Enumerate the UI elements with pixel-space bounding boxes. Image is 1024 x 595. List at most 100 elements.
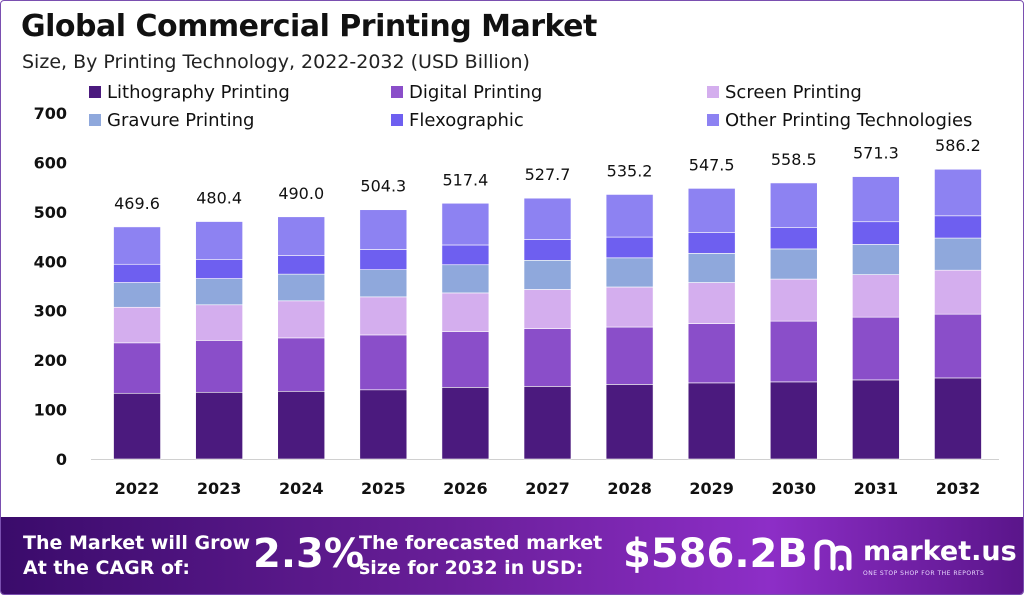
y-tick-label: 700 (34, 104, 67, 123)
legend-swatch-3 (89, 114, 101, 126)
bar-segment-2024-1 (277, 337, 326, 392)
bar-segment-2024-3 (277, 273, 326, 302)
bar-total-label: 504.3 (360, 177, 406, 196)
legend-label-0: Lithography Printing (107, 82, 290, 103)
bar-segment-2023-1 (195, 340, 243, 393)
bar-segment-2023-3 (195, 278, 243, 306)
bar-segment-2030-3 (769, 248, 818, 280)
legend-label-2: Screen Printing (725, 82, 862, 103)
forecast-caption: The forecasted market size for 2032 in U… (359, 531, 602, 581)
bar-segment-2032-2 (934, 269, 982, 315)
bar-segment-2023-2 (195, 304, 243, 341)
x-tick-label: 2029 (689, 479, 734, 498)
bar-segment-2029-1 (687, 323, 736, 384)
bar-segment-2032-4 (934, 215, 982, 239)
bar-segment-2031-3 (852, 244, 900, 275)
y-tick-label: 400 (34, 252, 67, 271)
bar-segment-2023-5 (195, 221, 243, 260)
bar-segment-2024-4 (277, 255, 326, 275)
cagr-value: 2.3% (253, 531, 364, 577)
x-tick-label: 2031 (854, 479, 899, 498)
bar-segment-2026-2 (441, 292, 490, 332)
cagr-caption-line2: At the CAGR of: (23, 557, 190, 579)
forecast-caption-line2: size for 2032 in USD: (359, 557, 584, 579)
bar-segment-2028-5 (605, 194, 654, 238)
bar-total-label: 558.5 (771, 150, 817, 169)
brand-logo[interactable]: market.us ONE STOP SHOP FOR THE REPORTS (813, 534, 1017, 580)
legend-swatch-5 (707, 114, 719, 126)
y-tick-label: 300 (34, 302, 67, 321)
y-tick-label: 200 (34, 351, 67, 370)
bar-segment-2024-2 (277, 300, 326, 339)
x-tick-label: 2028 (607, 479, 652, 498)
bar-segment-2027-0 (523, 386, 572, 460)
bar-segment-2025-1 (359, 334, 408, 391)
bar-segment-2031-4 (852, 221, 900, 245)
bar-segment-2028-0 (605, 384, 654, 460)
bar-segment-2028-1 (605, 326, 654, 385)
x-tick-label: 2027 (525, 479, 570, 498)
bar-total-label: 571.3 (853, 144, 899, 163)
bar-segment-2022-2 (113, 306, 161, 344)
legend-label-3: Gravure Printing (107, 110, 254, 131)
summary-banner: The Market will Grow At the CAGR of: 2.3… (1, 517, 1023, 594)
bar-segment-2026-0 (441, 387, 490, 460)
bar-segment-2032-1 (934, 313, 982, 379)
x-tick-label: 2024 (279, 479, 324, 498)
bar-segment-2026-5 (441, 202, 490, 246)
bar-segment-2027-3 (523, 259, 572, 290)
legend-swatch-1 (391, 86, 403, 98)
cagr-caption: The Market will Grow At the CAGR of: (23, 531, 250, 581)
bar-total-label: 490.0 (278, 184, 324, 203)
forecast-value: $586.2B (623, 531, 808, 577)
bar-segment-2022-0 (113, 392, 161, 460)
bar-segment-2031-0 (852, 379, 900, 460)
legend-swatch-4 (391, 114, 403, 126)
bar-segment-2027-1 (523, 328, 572, 387)
bar-segment-2025-5 (359, 209, 408, 250)
bar-segment-2028-3 (605, 257, 654, 288)
bar-segment-2022-4 (113, 263, 161, 283)
x-tick-label: 2032 (936, 479, 981, 498)
bar-segment-2030-0 (769, 381, 818, 460)
bar-segment-2025-2 (359, 296, 408, 336)
bar-total-label: 547.5 (689, 155, 735, 174)
bar-total-label: 480.4 (196, 189, 242, 208)
y-tick-label: 100 (34, 401, 67, 420)
x-tick-label: 2022 (115, 479, 160, 498)
bar-segment-2027-5 (523, 197, 572, 240)
market-us-logo-icon (814, 539, 852, 571)
x-tick-label: 2026 (443, 479, 488, 498)
bar-total-label: 535.2 (607, 161, 653, 180)
y-tick-label: 600 (34, 153, 67, 172)
forecast-caption-line1: The forecasted market (359, 532, 603, 554)
bar-segment-2025-3 (359, 269, 408, 298)
bar-segment-2028-4 (605, 236, 654, 259)
x-tick-label: 2025 (361, 479, 406, 498)
bar-total-label: 586.2 (935, 136, 981, 155)
bar-total-label: 527.7 (525, 165, 571, 184)
bar-segment-2030-1 (769, 320, 818, 383)
bar-segment-2026-4 (441, 244, 490, 266)
legend-label-5: Other Printing Technologies (725, 110, 972, 131)
bar-segment-2032-5 (934, 168, 982, 217)
x-tick-label: 2030 (772, 479, 817, 498)
y-tick-label: 0 (56, 450, 67, 469)
bar-total-label: 469.6 (114, 194, 160, 213)
bar-segment-2022-3 (113, 282, 161, 308)
bar-segment-2024-0 (277, 390, 326, 460)
bar-segment-2024-5 (277, 216, 326, 256)
bar-segment-2029-5 (687, 188, 736, 233)
bar-segment-2027-2 (523, 289, 572, 329)
bar-segment-2031-1 (852, 316, 900, 381)
bar-segment-2028-2 (605, 286, 654, 328)
bar-segment-2026-3 (441, 264, 490, 294)
x-tick-label: 2023 (197, 479, 242, 498)
bar-segment-2026-1 (441, 331, 490, 388)
bar-segment-2030-5 (769, 182, 818, 228)
chart-subtitle: Size, By Printing Technology, 2022-2032 … (22, 51, 530, 73)
bar-segment-2029-0 (687, 382, 736, 460)
y-tick-label: 500 (34, 203, 67, 222)
bar-segment-2025-0 (359, 389, 408, 460)
